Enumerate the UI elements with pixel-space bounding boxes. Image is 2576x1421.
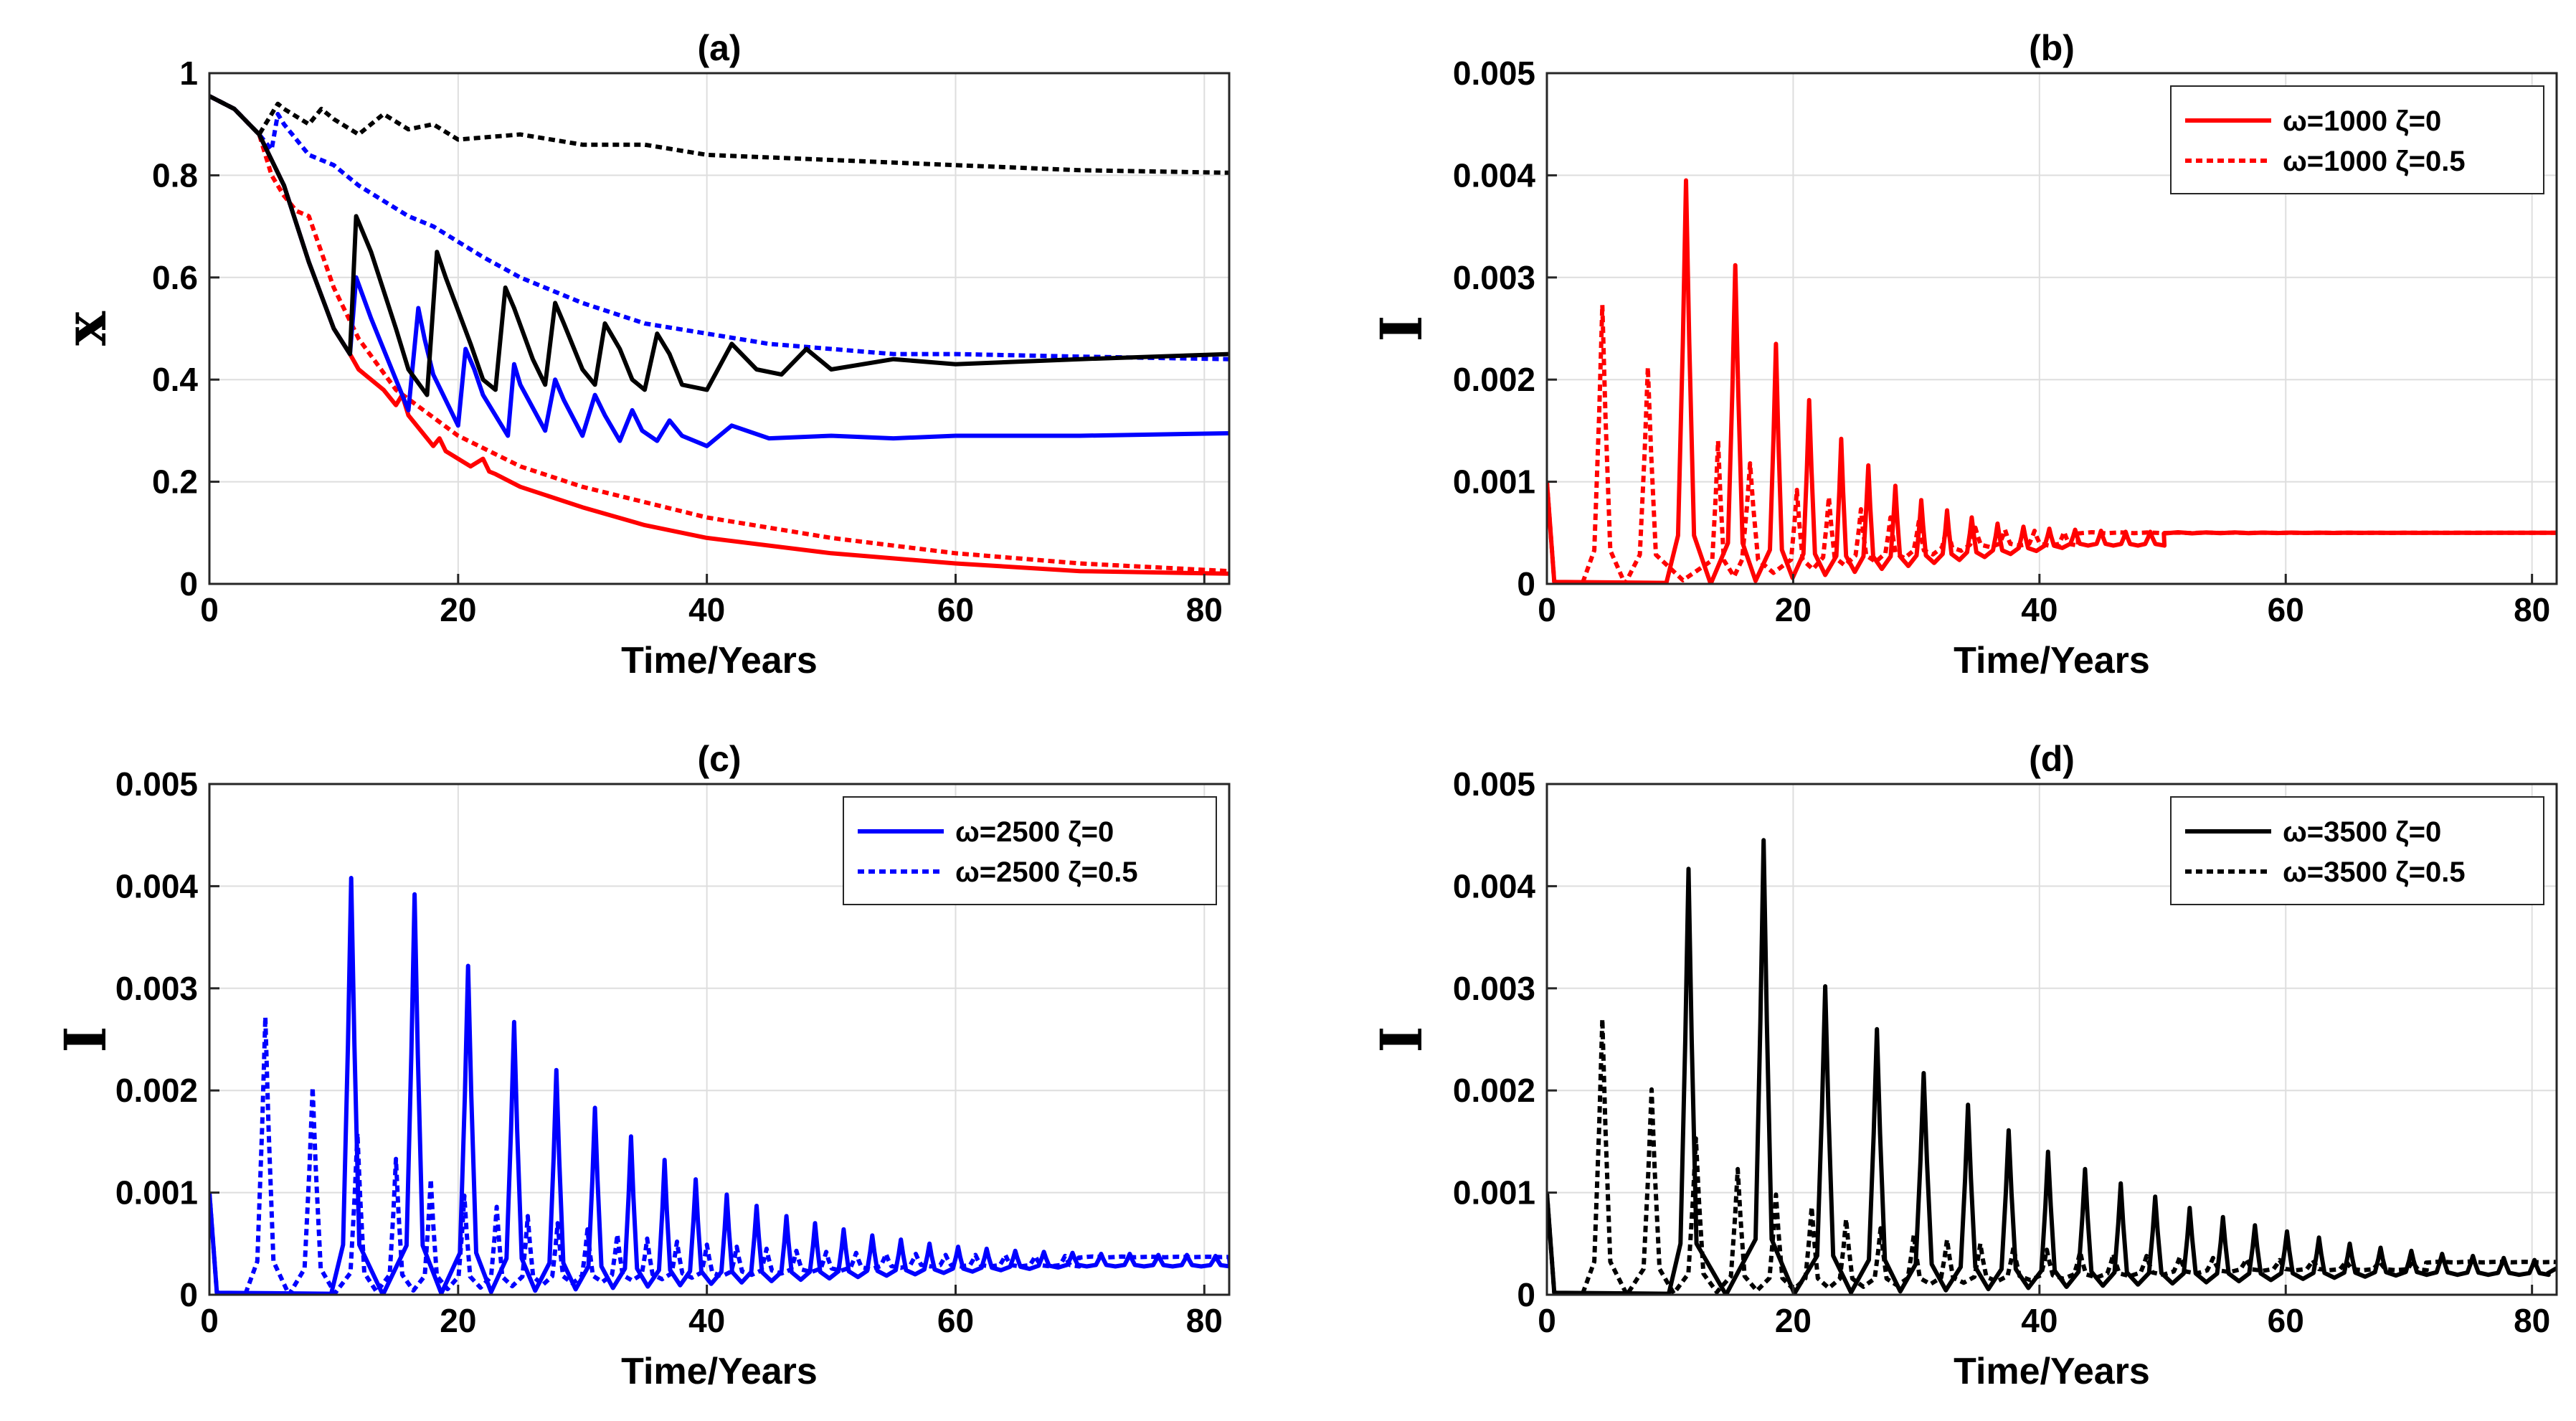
panel-d-xtick-label-3: 60 (2268, 1302, 2304, 1339)
panel-c-legend-box (843, 796, 1217, 905)
panel-b-legend-label-0: ω=1000 ζ=0 (2283, 105, 2441, 137)
panel-b-legend-label-1: ω=1000 ζ=0.5 (2283, 146, 2466, 177)
panel-a-xtick-label-2: 40 (688, 591, 725, 628)
panel-b-series (1547, 178, 2557, 584)
panel-c-xtick-label-2: 40 (688, 1302, 725, 1339)
panel-b-axes-box (1545, 72, 2558, 585)
panel-c-series-0-line (209, 876, 1229, 1295)
panel-c-series (209, 876, 1229, 1295)
panel-c-series-1-line (209, 1014, 1229, 1295)
panel-c-legend-label-1: ω=2500 ζ=0.5 (955, 856, 1138, 888)
panel-d-ylabel: I (1368, 1026, 1435, 1052)
panel-a-ylabel: x (52, 311, 119, 346)
panel-b-ytick-label-4: 0.004 (1453, 156, 1536, 194)
panel-b-xtick-label-0: 0 (1538, 591, 1556, 628)
panel-c-xtick-label-4: 80 (1186, 1302, 1223, 1339)
panel-d-xtick-label-0: 0 (1538, 1302, 1556, 1339)
panel-c-ticks: 0 20 40 60 80 0 0.001 0.002 0.003 0.004 0.005 (115, 765, 1223, 1339)
panel-b-legend: ω=1000 ζ=0 ω=1000 ζ=0.5 (2170, 85, 2544, 194)
panel-a-series-1-line (209, 94, 1229, 574)
panel-a-xtick-label-0: 0 (200, 591, 219, 628)
panel-a-xtick-label-3: 60 (937, 591, 974, 628)
panel-b-ytick-label-3: 0.003 (1453, 259, 1535, 296)
panel-d-ytick-label-0: 0 (1517, 1276, 1535, 1313)
panel-a-axes-box (208, 72, 1231, 585)
panel-b-legend-box (2170, 85, 2544, 194)
panel-a-ytick-label-3: 0.6 (152, 259, 198, 296)
panel-c-legend-label-0: ω=2500 ζ=0 (955, 816, 1114, 848)
panel-d-legend-label-0: ω=3500 ζ=0 (2283, 816, 2441, 848)
panel-a-xtick-label-1: 20 (440, 591, 476, 628)
panel-c-xlabel: Time/Years (621, 1351, 818, 1392)
panel-d-legend: ω=3500 ζ=0 ω=3500 ζ=0.5 (2170, 796, 2544, 905)
panel-a-ytick-label-5: 1 (179, 55, 198, 92)
panel-c-ytick-label-3: 0.003 (115, 970, 198, 1007)
panel-a-series (209, 94, 1229, 576)
panel-c-title: (c) (697, 739, 741, 779)
panel-b-title: (b) (2029, 28, 2075, 68)
panel-b-ytick-label-1: 0.001 (1453, 463, 1535, 501)
panel-a-xtick-label-4: 80 (1186, 591, 1223, 628)
panel-a-series-3-line (209, 94, 1229, 362)
panel-d-xlabel: Time/Years (1954, 1351, 2150, 1392)
panel-d-axes-box (1545, 783, 2558, 1296)
panel-d-series (1547, 838, 2557, 1295)
panel-b-xlabel: Time/Years (1954, 640, 2150, 681)
panel-d-legend-label-1: ω=3500 ζ=0.5 (2283, 856, 2466, 888)
panel-d-ytick-label-4: 0.004 (1453, 867, 1536, 905)
panel-d-ytick-label-1: 0.001 (1453, 1174, 1535, 1212)
panel-b-ticks: 0 20 40 60 80 0 0.001 0.002 0.003 0.004 0.005 (1453, 55, 2550, 628)
panel-c-ytick-label-0: 0 (179, 1276, 198, 1313)
panel-a-title: (a) (697, 28, 741, 68)
panel-b-xtick-label-2: 40 (2021, 591, 2058, 628)
panel-a-ytick-label-4: 0.8 (152, 156, 198, 194)
panel-b-series-1-line (1547, 303, 2557, 584)
panel-b-series-0-line (1547, 178, 2557, 584)
panel-d-title: (d) (2029, 739, 2075, 779)
panel-c-ytick-label-2: 0.002 (115, 1072, 198, 1109)
panel-d-ytick-label-5: 0.005 (1453, 765, 1535, 803)
panel-a: 0 20 40 60 80 0 0.2 0.4 0.6 0.8 1 (a) Time/Years x (52, 28, 1231, 681)
panel-b-xtick-label-1: 20 (1775, 591, 1812, 628)
panel-b-ylabel: I (1368, 315, 1435, 341)
panel-d-xtick-label-2: 40 (2021, 1302, 2058, 1339)
panel-b-xtick-label-3: 60 (2268, 591, 2304, 628)
panel-a-ticks: 0 20 40 60 80 0 0.2 0.4 0.6 0.8 1 (152, 55, 1223, 628)
panel-c-axes-box (208, 783, 1231, 1296)
panel-c-xtick-label-1: 20 (440, 1302, 476, 1339)
panel-c-ylabel: I (52, 1026, 119, 1052)
panel-c-xtick-label-0: 0 (200, 1302, 219, 1339)
panel-c-ytick-label-5: 0.005 (115, 765, 198, 803)
panel-c-legend: ω=2500 ζ=0 ω=2500 ζ=0.5 (843, 796, 1217, 905)
panel-b-ytick-label-5: 0.005 (1453, 55, 1535, 92)
panel-d-xtick-label-4: 80 (2514, 1302, 2550, 1339)
panel-c-xtick-label-3: 60 (937, 1302, 974, 1339)
panel-a-xlabel: Time/Years (621, 640, 818, 681)
panel-d-legend-box (2170, 796, 2544, 905)
panel-d-ticks: 0 20 40 60 80 0 0.001 0.002 0.003 0.004 0.005 (1453, 765, 2550, 1339)
panel-b-xtick-label-4: 80 (2514, 591, 2550, 628)
panel-a-ytick-label-1: 0.2 (152, 463, 198, 501)
panel-d-ytick-label-2: 0.002 (1453, 1072, 1535, 1109)
panel-c-ytick-label-1: 0.001 (115, 1174, 198, 1212)
panel-b-ytick-label-0: 0 (1517, 565, 1535, 603)
panel-a-series-5-line (209, 94, 1229, 175)
panel-d-xtick-label-1: 20 (1775, 1302, 1812, 1339)
panel-a-series-4-line (209, 94, 1229, 397)
panel-a-ytick-label-0: 0 (179, 565, 198, 603)
panel-c-ytick-label-4: 0.004 (115, 867, 199, 905)
panel-d-series-1-line (1547, 1016, 2557, 1295)
panel-b-ytick-label-2: 0.002 (1453, 361, 1535, 398)
panel-a-ytick-label-2: 0.4 (152, 361, 198, 398)
panel-d-ytick-label-3: 0.003 (1453, 970, 1535, 1007)
